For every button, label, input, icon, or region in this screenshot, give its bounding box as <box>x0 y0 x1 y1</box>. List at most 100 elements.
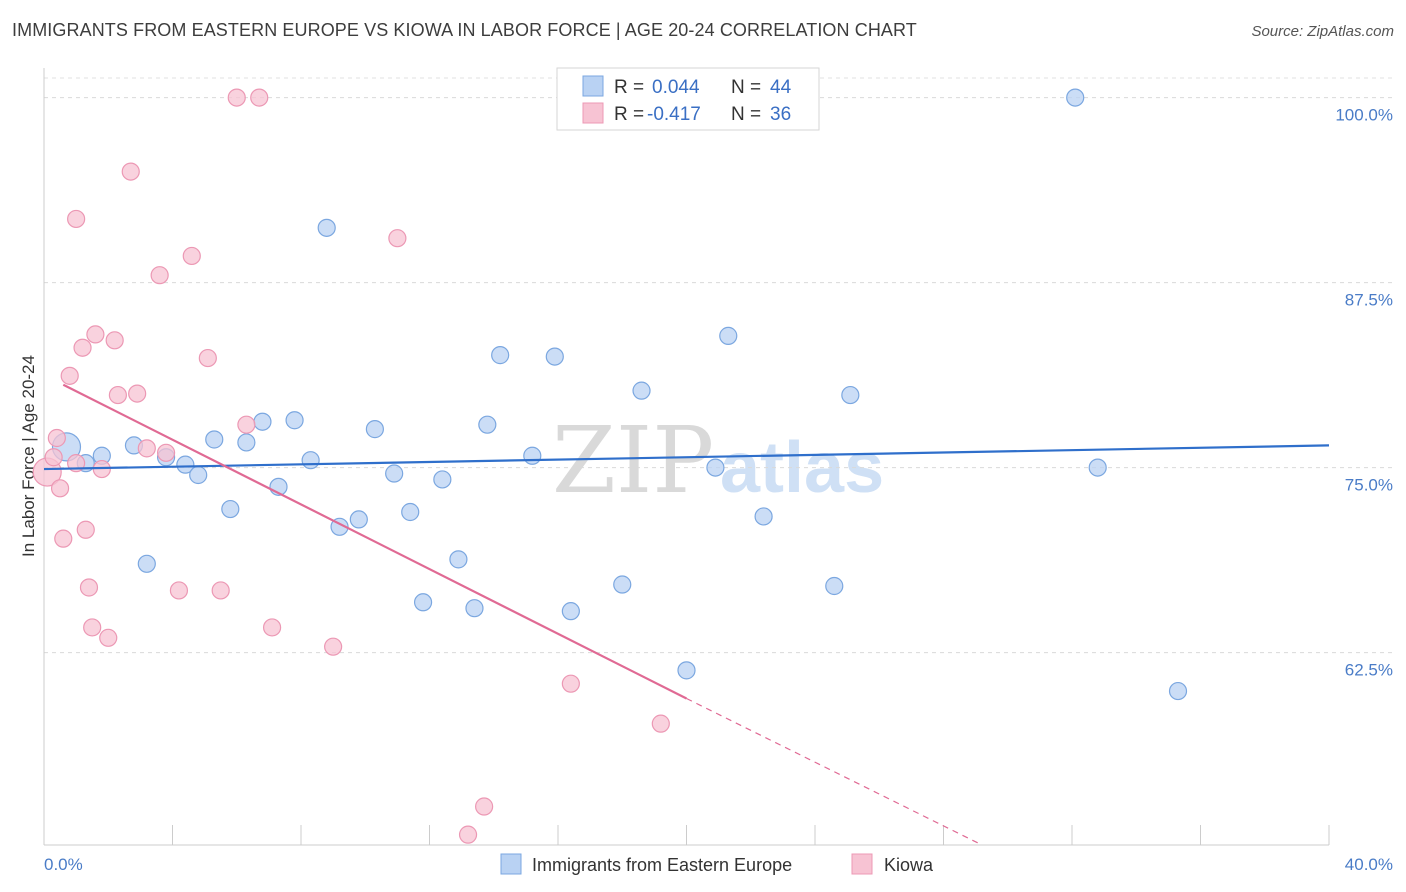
legend-r-value-2: -0.417 <box>647 104 701 125</box>
x-tick-label-max: 40.0% <box>1345 855 1393 874</box>
point-eastern-europe <box>841 385 860 405</box>
point-eastern-europe <box>1168 681 1188 701</box>
legend-r-label-2: R = <box>614 104 644 125</box>
y-tick-label: 87.5% <box>1345 291 1393 310</box>
trend-line-kiowa-extension <box>686 697 983 846</box>
point-kiowa <box>324 637 343 656</box>
series-eastern-europe-points <box>51 88 1188 701</box>
x-tick-label-min: 0.0% <box>44 855 83 874</box>
point-kiowa <box>44 448 63 467</box>
point-kiowa <box>475 797 494 816</box>
watermark-zip: ZIP <box>552 407 714 514</box>
watermark-atlas: atlas <box>720 428 884 508</box>
trend-lines <box>43 383 1330 846</box>
point-eastern-europe <box>491 346 510 365</box>
y-tick-label: 62.5% <box>1345 661 1393 680</box>
point-eastern-europe <box>365 420 384 439</box>
legend-r-value-1: 0.044 <box>652 77 700 98</box>
point-eastern-europe <box>237 433 256 452</box>
point-eastern-europe <box>1066 88 1085 107</box>
legend-n-label-1: N = <box>731 77 761 98</box>
point-kiowa <box>108 385 127 405</box>
legend-n-value-1: 44 <box>770 77 792 98</box>
point-eastern-europe <box>301 451 320 470</box>
point-eastern-europe <box>385 464 404 483</box>
point-eastern-europe <box>176 455 195 474</box>
point-eastern-europe <box>413 593 433 612</box>
watermark: ZIP atlas <box>552 407 884 514</box>
point-kiowa <box>250 88 269 107</box>
point-eastern-europe <box>221 499 240 519</box>
point-kiowa <box>458 825 478 844</box>
point-eastern-europe <box>825 576 844 596</box>
point-kiowa <box>137 439 156 458</box>
point-eastern-europe <box>205 430 224 449</box>
x-ticks <box>172 825 1330 845</box>
point-kiowa <box>79 578 99 597</box>
point-kiowa <box>198 348 217 368</box>
series-kiowa-points <box>32 88 670 844</box>
point-kiowa <box>227 88 246 107</box>
point-eastern-europe <box>285 411 304 430</box>
bottom-legend-swatch-pink <box>851 853 873 875</box>
point-kiowa <box>561 674 580 693</box>
point-eastern-europe <box>317 218 336 237</box>
point-kiowa <box>86 325 105 344</box>
point-eastern-europe <box>677 661 696 680</box>
point-kiowa <box>128 384 147 403</box>
point-kiowa <box>211 581 230 600</box>
y-axis-label: In Labor Force | Age 20-24 <box>19 355 38 557</box>
point-kiowa <box>73 338 92 357</box>
legend-swatch-blue <box>582 75 604 97</box>
series-legend: Immigrants from Eastern Europe Kiowa <box>500 853 934 875</box>
point-eastern-europe <box>706 458 725 477</box>
point-kiowa <box>99 628 118 647</box>
point-kiowa <box>237 415 256 434</box>
point-eastern-europe <box>189 465 208 485</box>
point-kiowa <box>651 714 670 733</box>
gridlines <box>44 77 1392 654</box>
point-kiowa <box>262 618 282 637</box>
point-eastern-europe <box>433 470 452 489</box>
point-kiowa <box>105 331 124 350</box>
point-kiowa <box>121 162 140 181</box>
point-kiowa <box>156 443 176 462</box>
point-kiowa <box>50 479 70 498</box>
point-eastern-europe <box>478 415 497 434</box>
point-eastern-europe <box>523 446 542 465</box>
point-kiowa <box>60 366 79 385</box>
point-kiowa <box>76 520 95 539</box>
point-eastern-europe <box>465 599 484 618</box>
correlation-legend: R = 0.044 N = 44 R = -0.417 N = 36 <box>556 67 820 131</box>
point-eastern-europe <box>449 550 468 569</box>
point-eastern-europe <box>632 381 651 400</box>
point-kiowa <box>150 266 169 285</box>
point-kiowa <box>388 229 407 248</box>
point-kiowa <box>54 529 73 548</box>
point-kiowa <box>182 246 201 266</box>
bottom-legend-label-eastern-europe: Immigrants from Eastern Europe <box>532 855 792 875</box>
point-kiowa <box>67 209 86 229</box>
point-kiowa <box>47 428 66 448</box>
source-credit: Source: ZipAtlas.com <box>1251 23 1394 40</box>
chart-title: IMMIGRANTS FROM EASTERN EUROPE VS KIOWA … <box>12 20 917 40</box>
point-eastern-europe <box>545 347 564 366</box>
legend-swatch-pink <box>582 102 604 124</box>
y-tick-label: 75.0% <box>1345 476 1393 495</box>
legend-n-value-2: 36 <box>770 104 791 125</box>
point-eastern-europe <box>401 502 420 522</box>
point-kiowa <box>83 618 102 637</box>
point-eastern-europe <box>754 507 773 526</box>
point-eastern-europe <box>561 602 580 621</box>
point-eastern-europe <box>719 326 738 345</box>
bottom-legend-label-kiowa: Kiowa <box>884 855 934 875</box>
point-eastern-europe <box>137 554 156 573</box>
point-eastern-europe <box>1088 458 1107 477</box>
y-tick-label: 100.0% <box>1335 106 1393 125</box>
legend-r-label-1: R = <box>614 77 644 98</box>
y-tick-labels: 100.0% 87.5% 75.0% 62.5% <box>1335 106 1393 680</box>
trend-line-eastern-europe <box>43 444 1330 471</box>
point-eastern-europe <box>349 510 368 529</box>
point-eastern-europe <box>253 412 272 431</box>
